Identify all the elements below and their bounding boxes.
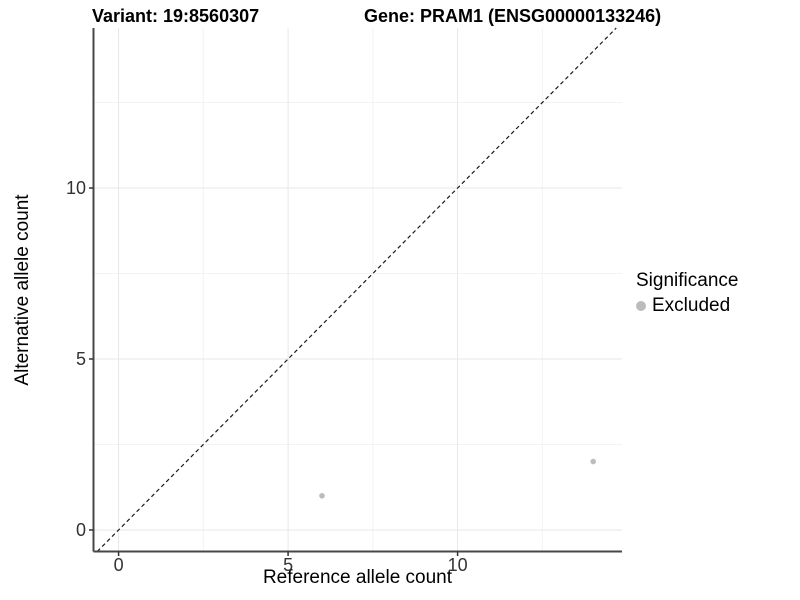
- x-tick-label: 0: [113, 555, 124, 575]
- legend-point-icon: [636, 301, 646, 311]
- gene-title: Gene: PRAM1 (ENSG00000133246): [364, 6, 662, 26]
- legend-item-label: Excluded: [652, 295, 731, 316]
- legend-item-excluded: Excluded: [636, 295, 738, 317]
- x-tick-label: 10: [447, 555, 468, 575]
- y-tick-label: 5: [75, 348, 86, 369]
- y-axis-label: Alternative allele count: [12, 194, 33, 386]
- data-point: [319, 492, 325, 499]
- y-tick-label: 10: [65, 178, 86, 199]
- x-axis-label: Reference allele count: [262, 567, 453, 588]
- identity-line: [96, 27, 617, 552]
- legend: Significance Excluded: [636, 270, 738, 317]
- data-point: [590, 458, 596, 465]
- x-tick-label: 5: [283, 555, 294, 575]
- legend-title: Significance: [636, 270, 739, 291]
- legend-items: Excluded: [636, 295, 738, 317]
- y-tick-label: 0: [75, 519, 86, 540]
- variant-title: Variant: 19:8560307: [92, 6, 260, 26]
